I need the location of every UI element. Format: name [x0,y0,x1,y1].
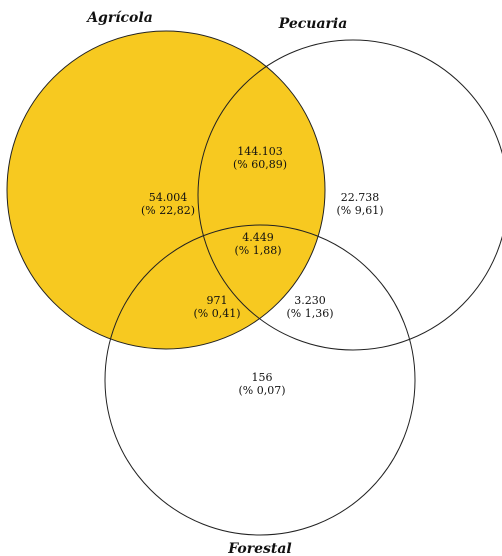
region-percent: (% 9,61) [336,204,383,217]
forestal-circle [104,224,416,536]
region-count: 971 [207,294,228,307]
region-all-three: 4.449 (% 1,88) [234,231,281,257]
region-count: 22.738 [341,191,380,204]
agricola-circle [6,30,326,350]
region-count: 54.004 [149,191,188,204]
region-agricola-forestal: 971 (% 0,41) [193,294,240,320]
region-agricola-pecuaria: 144.103 (% 60,89) [233,145,287,171]
region-percent: (% 1,36) [286,307,333,320]
region-percent: (% 22,82) [141,204,195,217]
region-pecuaria-only: 22.738 (% 9,61) [336,191,383,217]
region-count: 144.103 [237,145,283,158]
region-count: 3.230 [294,294,326,307]
pecuaria-circle [197,39,502,351]
region-percent: (% 1,88) [234,244,281,257]
agricola-circle-fill [7,31,325,349]
region-count: 156 [252,371,273,384]
region-percent: (% 0,41) [193,307,240,320]
pecuaria-set-label: Pecuaria [278,16,348,32]
region-agricola-only: 54.004 (% 22,82) [141,191,195,217]
region-percent: (% 60,89) [233,158,287,171]
region-pecuaria-forestal: 3.230 (% 1,36) [286,294,333,320]
region-percent: (% 0,07) [238,384,285,397]
region-count: 4.449 [242,231,274,244]
region-forestal-only: 156 (% 0,07) [238,371,285,397]
agricola-set-label: Agrícola [85,10,153,26]
forestal-set-label: Forestal [227,541,292,556]
